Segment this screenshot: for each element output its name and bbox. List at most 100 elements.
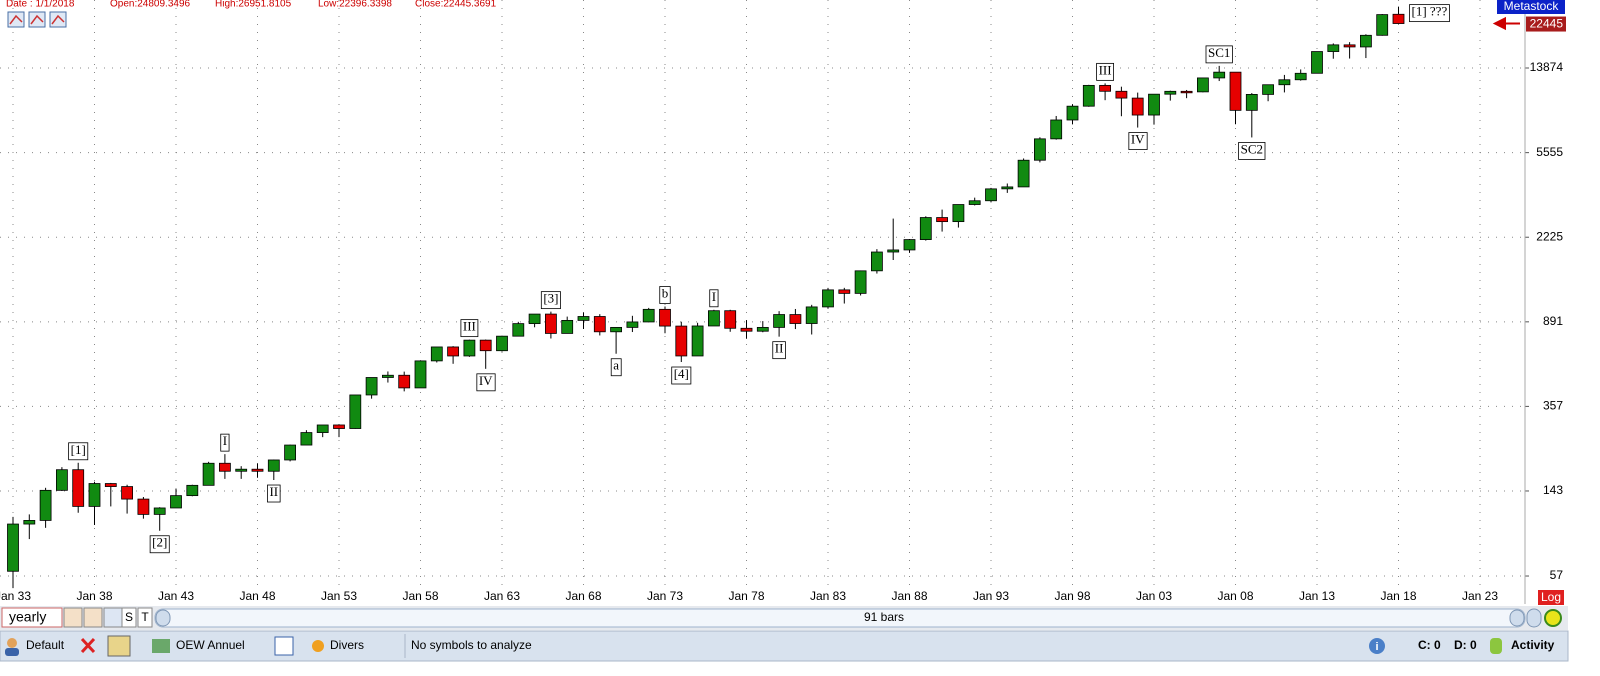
annotation-box xyxy=(460,319,479,338)
candle-body xyxy=(985,188,997,202)
layout[interactable]: Default xyxy=(26,638,65,652)
candle-body xyxy=(1327,44,1340,52)
candle-body xyxy=(430,346,443,362)
candle-body xyxy=(121,486,133,500)
header-close: Close:22445.3691 xyxy=(415,0,497,10)
info-icon[interactable] xyxy=(1369,638,1385,654)
x-tick-label: Jan 63 xyxy=(484,589,520,603)
candle-body xyxy=(854,270,867,294)
annotation-box xyxy=(1128,132,1148,150)
candle-body xyxy=(316,424,329,433)
menu[interactable]: Divers xyxy=(330,638,364,652)
annotation: III xyxy=(1099,62,1112,77)
annotation: [1] xyxy=(71,442,86,457)
candle-body xyxy=(1294,72,1307,81)
candle-body xyxy=(1017,159,1030,188)
zoom-out[interactable] xyxy=(83,607,103,628)
candle-body xyxy=(1001,186,1014,190)
candle-body xyxy=(936,217,948,223)
candle-body xyxy=(952,204,965,223)
x-tick-label: Jan 78 xyxy=(728,589,764,603)
x-tick-label: Jan 68 xyxy=(565,589,601,603)
d-count: D: 0 xyxy=(1454,638,1477,652)
candle-body xyxy=(186,484,199,497)
user-icon xyxy=(7,638,17,648)
period-select[interactable] xyxy=(1,607,63,628)
header-icons[interactable] xyxy=(7,11,67,28)
chart-type[interactable] xyxy=(107,635,131,657)
last-value-arrow xyxy=(1492,16,1520,31)
annotation-box xyxy=(267,484,281,503)
window-icon[interactable] xyxy=(274,636,294,656)
activity[interactable]: Activity xyxy=(1511,638,1555,652)
candle-body xyxy=(773,314,785,328)
candle-body xyxy=(72,469,85,507)
s-button[interactable] xyxy=(121,607,137,628)
status-dot[interactable] xyxy=(1544,609,1562,627)
log-label: Log xyxy=(1541,590,1561,604)
candle-body xyxy=(1180,90,1193,94)
candle-body xyxy=(1360,34,1372,48)
annotation: II xyxy=(775,341,784,356)
candle-body xyxy=(88,483,101,507)
candle-body xyxy=(528,313,541,325)
annotation-box xyxy=(610,358,622,377)
annotation-box xyxy=(1205,45,1233,64)
candle-body xyxy=(365,377,378,396)
last-value-box xyxy=(1526,16,1566,32)
x-tick-label: Jan 13 xyxy=(1299,589,1335,603)
t-label: T xyxy=(141,610,149,624)
y-tick-label: 357 xyxy=(1543,399,1563,413)
candle-body xyxy=(218,462,231,472)
template[interactable]: OEW Annuel xyxy=(176,638,245,652)
scrollbar[interactable] xyxy=(154,608,1526,628)
annotation: b xyxy=(662,285,669,300)
annotation: IV xyxy=(1131,132,1145,147)
t-button[interactable] xyxy=(137,607,153,628)
x-tick-label: Jan 88 xyxy=(891,589,927,603)
candle-body xyxy=(1034,138,1046,161)
candle-body xyxy=(153,507,166,515)
candle-body xyxy=(512,323,525,337)
annotation: a xyxy=(613,358,619,373)
scroll-handle-left[interactable] xyxy=(155,609,171,627)
candle-body xyxy=(39,489,52,521)
zoom-in[interactable] xyxy=(63,607,83,628)
y-tick-label: 13874 xyxy=(1530,60,1564,74)
annotation: [4] xyxy=(674,366,689,381)
candle-body xyxy=(545,313,557,334)
log-button[interactable] xyxy=(1538,590,1564,605)
x-tick-label: Jan 08 xyxy=(1217,589,1253,603)
x-tick-label: Jan 23 xyxy=(1462,589,1498,603)
candle-body xyxy=(561,319,574,334)
candle-body xyxy=(300,432,313,446)
brand-box xyxy=(1497,0,1565,14)
scroll-end[interactable] xyxy=(1526,608,1542,628)
annotation-box xyxy=(671,366,692,385)
annotation: [3] xyxy=(543,291,558,306)
candle-body xyxy=(1082,84,1095,107)
close-icon[interactable] xyxy=(80,637,96,654)
annotation-box xyxy=(659,286,671,304)
header-open: Open:24809.3496 xyxy=(110,0,191,10)
candle-body xyxy=(333,424,345,429)
candle-body xyxy=(903,239,916,251)
y-tick-label: 57 xyxy=(1550,568,1564,582)
candle-body xyxy=(1278,79,1291,86)
candle-body xyxy=(381,374,394,378)
candle-body xyxy=(447,346,460,357)
candle-body xyxy=(7,523,19,572)
candle-body xyxy=(1213,71,1226,79)
candle-body xyxy=(137,498,150,515)
annotation-box xyxy=(540,291,561,310)
scroll-handle-right[interactable] xyxy=(1509,609,1525,627)
candle-body xyxy=(1311,51,1323,74)
x-tick-label: Jan 38 xyxy=(76,589,112,603)
chart-button[interactable] xyxy=(103,607,123,628)
x-tick-label: Jan 53 xyxy=(321,589,357,603)
annotation: SC1 xyxy=(1208,45,1230,60)
template-icon xyxy=(152,639,170,653)
candle-body xyxy=(919,217,932,240)
x-tick-label: Jan 83 xyxy=(810,589,846,603)
